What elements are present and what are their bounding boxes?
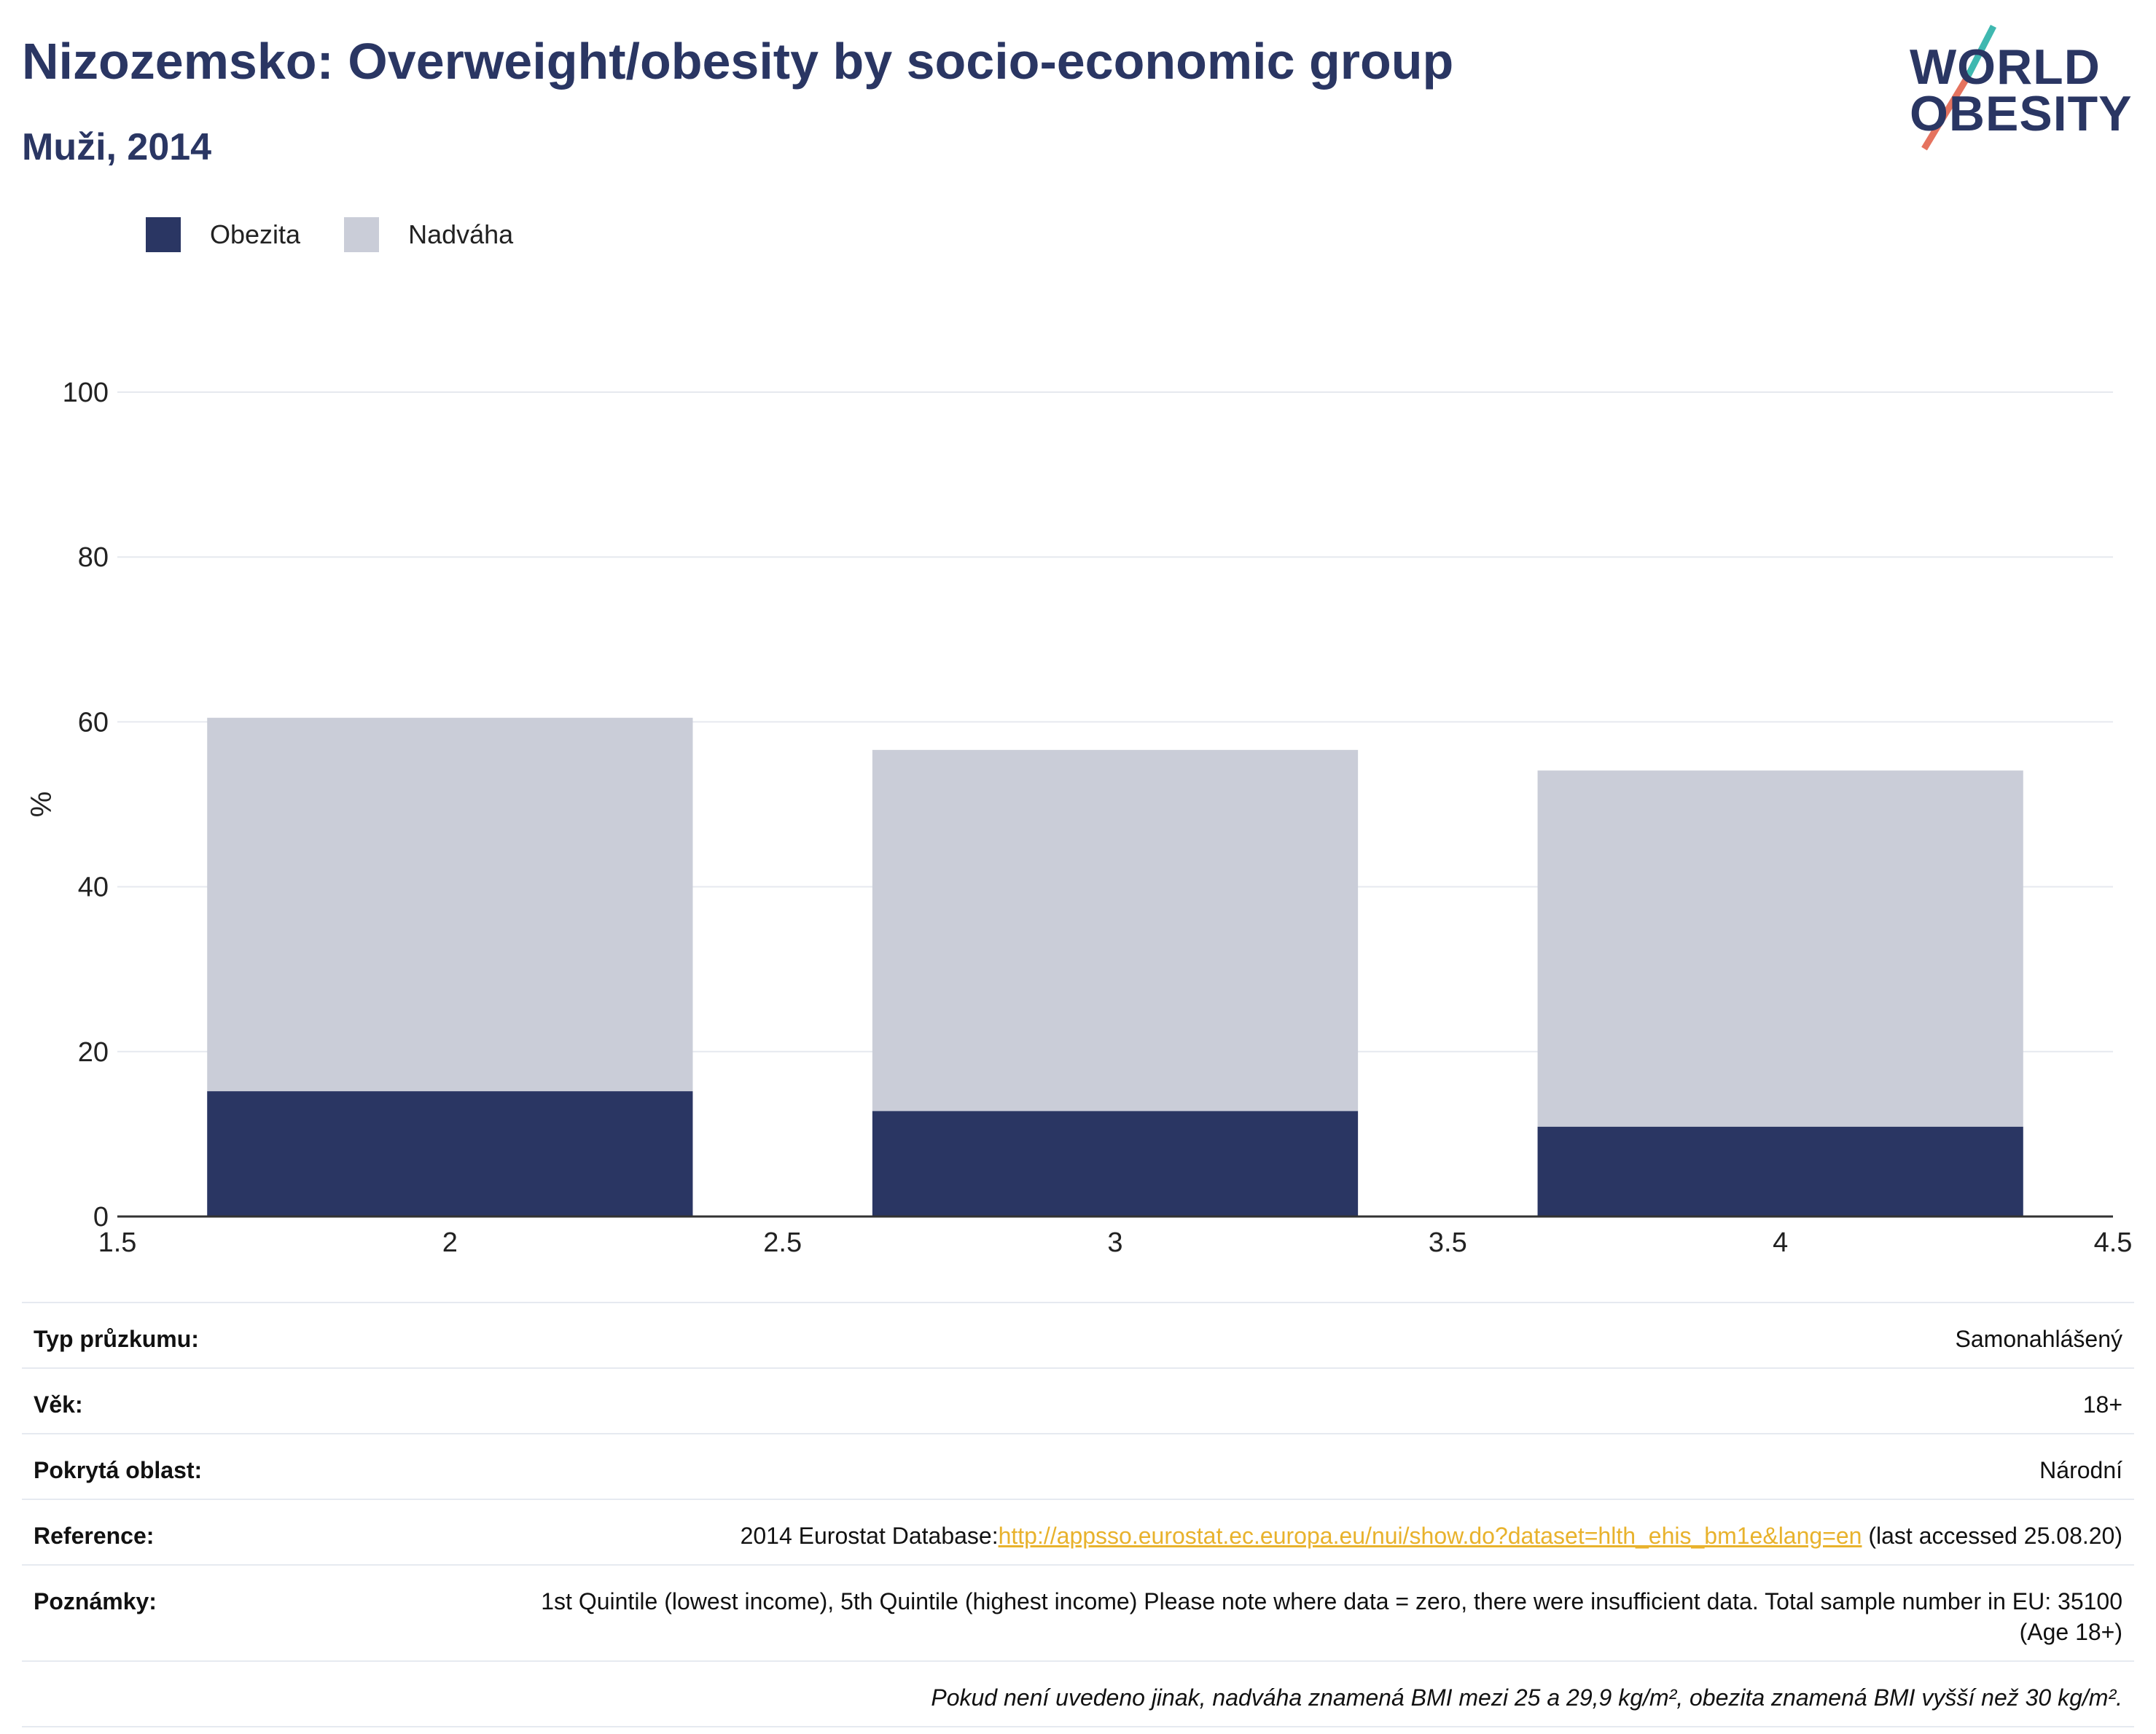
notes-label: Poznámky: bbox=[34, 1588, 157, 1614]
logo-slash-bottom bbox=[1921, 77, 1969, 151]
info-row-notes: Poznámky: 1st Quintile (lowest income), … bbox=[22, 1564, 2134, 1660]
reference-link[interactable]: http://appsso.eurostat.ec.europa.eu/nui/… bbox=[998, 1523, 1862, 1549]
world-obesity-logo: WORLD OBESITY bbox=[1895, 20, 2143, 152]
info-row-footnote: Pokud není uvedeno jinak, nadváha znamen… bbox=[22, 1660, 2134, 1727]
survey-type-label: Typ průzkumu: bbox=[34, 1326, 199, 1352]
legend-label-obezita: Obezita bbox=[210, 219, 301, 249]
chart-title: Nizozemsko: Overweight/obesity by socio-… bbox=[22, 33, 1454, 90]
info-row-survey-type: Typ průzkumu: Samonahlášený bbox=[22, 1302, 2134, 1367]
x-tick-label: 4.5 bbox=[2094, 1227, 2133, 1258]
reference-prefix: 2014 Eurostat Database: bbox=[740, 1523, 999, 1549]
legend-swatch-nadvaha bbox=[344, 217, 380, 252]
survey-type-value: Samonahlášený bbox=[1955, 1326, 2122, 1352]
bar-nadváha-3 bbox=[872, 749, 1359, 1112]
logo-slash-icon bbox=[1921, 24, 1997, 151]
legend-swatch-obezita bbox=[146, 217, 181, 252]
footnote-text: Pokud není uvedeno jinak, nadváha znamen… bbox=[931, 1684, 2122, 1711]
info-row-age: Věk: 18+ bbox=[22, 1367, 2134, 1433]
x-tick-label: 4 bbox=[1773, 1227, 1788, 1258]
x-tick-label: 1.5 bbox=[98, 1227, 137, 1258]
chart-legend: Obezita Nadváha bbox=[146, 217, 557, 252]
info-row-area: Pokrytá oblast: Národní bbox=[22, 1433, 2134, 1499]
x-tick-label: 2.5 bbox=[763, 1227, 802, 1258]
bar-nadváha-2 bbox=[207, 717, 693, 1092]
legend-item-nadvaha[interactable]: Nadváha bbox=[344, 217, 513, 252]
y-tick-label: 40 bbox=[78, 872, 109, 903]
x-tick-label: 3.5 bbox=[1429, 1227, 1467, 1258]
info-row-reference: Reference: 2014 Eurostat Database:http:/… bbox=[22, 1499, 2134, 1564]
y-tick-label: 100 bbox=[63, 378, 109, 408]
area-value: Národní bbox=[2039, 1457, 2122, 1483]
y-tick-label: 0 bbox=[93, 1202, 109, 1233]
logo-slash-top bbox=[1963, 24, 1997, 81]
x-tick-label: 3 bbox=[1107, 1227, 1122, 1258]
legend-label-nadvaha: Nadváha bbox=[408, 219, 514, 249]
logo-line-2: OBESITY bbox=[1910, 86, 2133, 141]
notes-value: 1st Quintile (lowest income), 5th Quinti… bbox=[541, 1588, 2122, 1645]
age-value: 18+ bbox=[2082, 1391, 2122, 1418]
info-table: Typ průzkumu: Samonahlášený Věk: 18+ Pok… bbox=[22, 1302, 2134, 1727]
logo-line-1: WORLD bbox=[1910, 39, 2101, 95]
y-tick-label: 20 bbox=[78, 1037, 109, 1068]
reference-value: 2014 Eurostat Database:http://appsso.eur… bbox=[741, 1520, 2122, 1551]
y-tick-label: 60 bbox=[78, 707, 109, 738]
reference-label: Reference: bbox=[34, 1523, 155, 1549]
area-label: Pokrytá oblast: bbox=[34, 1457, 203, 1483]
bar-nadváha-4 bbox=[1537, 770, 2023, 1127]
reference-suffix: (last accessed 25.08.20) bbox=[1862, 1523, 2122, 1549]
bar-obezita-3 bbox=[872, 1111, 1359, 1216]
y-tick-label: 80 bbox=[78, 542, 109, 573]
stacked-bar-chart: 0 20 40 60 80 100 1.5 2 2.5 3 3.5 4 4.5% bbox=[26, 378, 2133, 1258]
bar-obezita-2 bbox=[207, 1091, 693, 1216]
bar-obezita-4 bbox=[1537, 1126, 2023, 1216]
age-label: Věk: bbox=[34, 1391, 83, 1418]
legend-item-obezita[interactable]: Obezita bbox=[146, 217, 300, 252]
y-axis-title: % bbox=[26, 792, 58, 818]
x-tick-label: 2 bbox=[442, 1227, 458, 1258]
chart-subtitle: Muži, 2014 bbox=[22, 126, 212, 168]
